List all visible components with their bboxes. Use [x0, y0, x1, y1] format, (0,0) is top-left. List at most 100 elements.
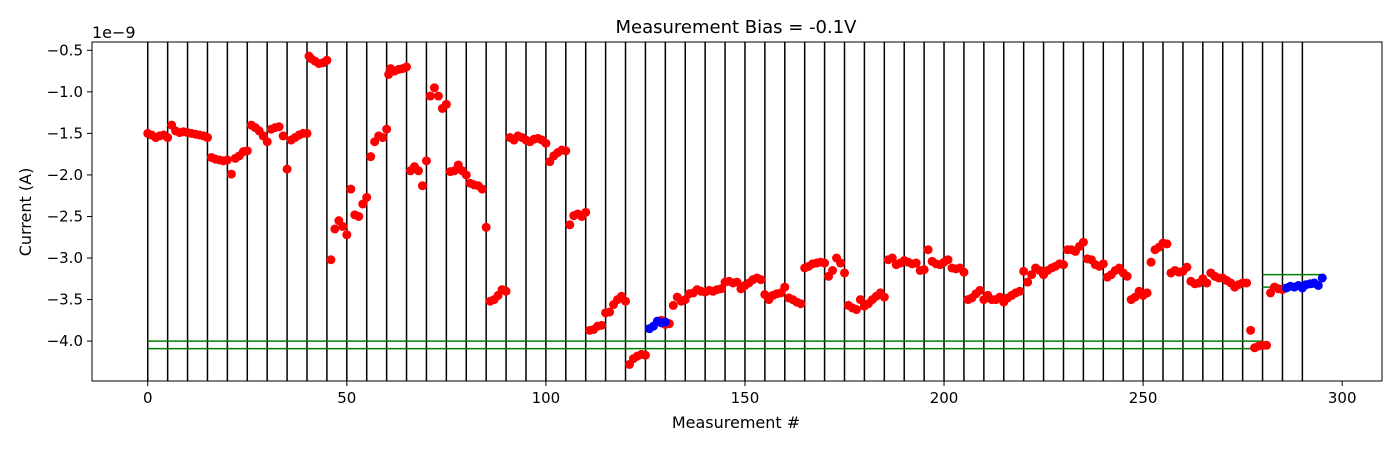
data-point [330, 224, 340, 234]
data-point [1098, 259, 1108, 269]
data-point [780, 282, 790, 292]
data-point [421, 156, 431, 166]
data-point [1015, 286, 1025, 296]
data-point [1162, 239, 1172, 249]
data-point [163, 133, 173, 143]
data-point [429, 83, 439, 93]
x-tick-label: 100 [532, 389, 561, 407]
chart-title: Measurement Bias = -0.1V [615, 17, 857, 38]
data-point [660, 317, 670, 327]
data-point [959, 267, 969, 277]
data-point [461, 170, 471, 180]
data-point [828, 265, 838, 275]
data-point [1027, 270, 1037, 280]
y-tick-label: −1.0 [47, 83, 83, 101]
data-point [1078, 237, 1088, 247]
data-point [358, 199, 368, 209]
y-axis-label: Current (A) [16, 168, 35, 257]
data-point [1142, 288, 1152, 298]
data-point [362, 192, 372, 202]
data-point [354, 211, 364, 221]
data-point [1122, 271, 1132, 281]
data-point [481, 222, 491, 232]
y-axis-ticks: −4.0 −3.5 −3.0 −2.5 −2.0 −1.5 −1.0 −0.5 [47, 41, 92, 350]
data-point [640, 350, 650, 360]
data-point [879, 292, 889, 302]
data-point [581, 207, 591, 217]
data-point [597, 320, 607, 330]
data-point [441, 99, 451, 109]
data-point [1023, 277, 1033, 287]
data-point [226, 169, 236, 179]
data-point [911, 258, 921, 268]
data-point [1202, 278, 1212, 288]
data-point [975, 285, 985, 295]
x-tick-label: 300 [1328, 389, 1357, 407]
data-point [840, 268, 849, 278]
x-tick-label: 150 [731, 389, 760, 407]
data-point [943, 255, 953, 265]
data-point [433, 91, 443, 101]
data-point [820, 258, 830, 268]
y-tick-label: −1.5 [47, 124, 83, 142]
data-point [668, 300, 678, 310]
data-point [732, 277, 742, 287]
x-axis-label: Measurement # [672, 413, 800, 432]
y-axis-offset-label: 1e−9 [92, 23, 136, 42]
data-point [1313, 280, 1323, 290]
data-point [342, 230, 352, 240]
data-point [851, 305, 861, 315]
data-point [382, 124, 392, 134]
data-point [605, 307, 615, 317]
data-point [1058, 260, 1068, 270]
data-point [716, 284, 726, 294]
plot-frame [91, 41, 1383, 382]
data-point [621, 296, 631, 306]
data-point [1246, 325, 1256, 335]
data-point [326, 255, 336, 265]
data-point [278, 131, 288, 141]
data-point [1019, 266, 1029, 276]
vertical-lines [146, 42, 1304, 381]
data-point [378, 133, 388, 143]
data-point [346, 184, 356, 194]
data-point [338, 221, 348, 231]
data-point [402, 62, 412, 72]
y-tick-label: −4.0 [47, 332, 83, 350]
x-tick-label: 50 [337, 389, 356, 407]
y-tick-label: −0.5 [47, 41, 83, 59]
data-point [413, 166, 423, 176]
y-tick-label: −3.0 [47, 249, 83, 267]
data-point [919, 265, 929, 275]
data-point [565, 220, 575, 230]
data-point [887, 253, 897, 263]
data-point [274, 122, 284, 132]
data-point [541, 138, 551, 148]
data-point [1182, 262, 1192, 272]
data-point [417, 181, 427, 191]
data-point [302, 128, 312, 138]
data-points [143, 51, 1327, 369]
data-point [366, 152, 376, 162]
data-point [242, 146, 252, 156]
x-tick-label: 200 [930, 389, 959, 407]
y-tick-label: −3.5 [47, 291, 83, 309]
y-tick-label: −2.0 [47, 166, 83, 184]
data-point [282, 164, 292, 174]
x-axis-ticks: 0 50 100 150 200 250 300 [143, 381, 1357, 407]
data-point [756, 275, 766, 285]
data-point [262, 137, 272, 147]
data-point [1262, 340, 1272, 350]
data-point [1317, 273, 1327, 283]
x-tick-label: 0 [143, 389, 153, 407]
data-point [836, 258, 846, 268]
data-point [202, 133, 212, 143]
data-point [322, 55, 332, 65]
data-point [222, 155, 232, 165]
x-tick-label: 250 [1129, 389, 1158, 407]
data-point [1242, 278, 1252, 288]
data-point [425, 91, 435, 101]
y-tick-label: −2.5 [47, 207, 83, 225]
